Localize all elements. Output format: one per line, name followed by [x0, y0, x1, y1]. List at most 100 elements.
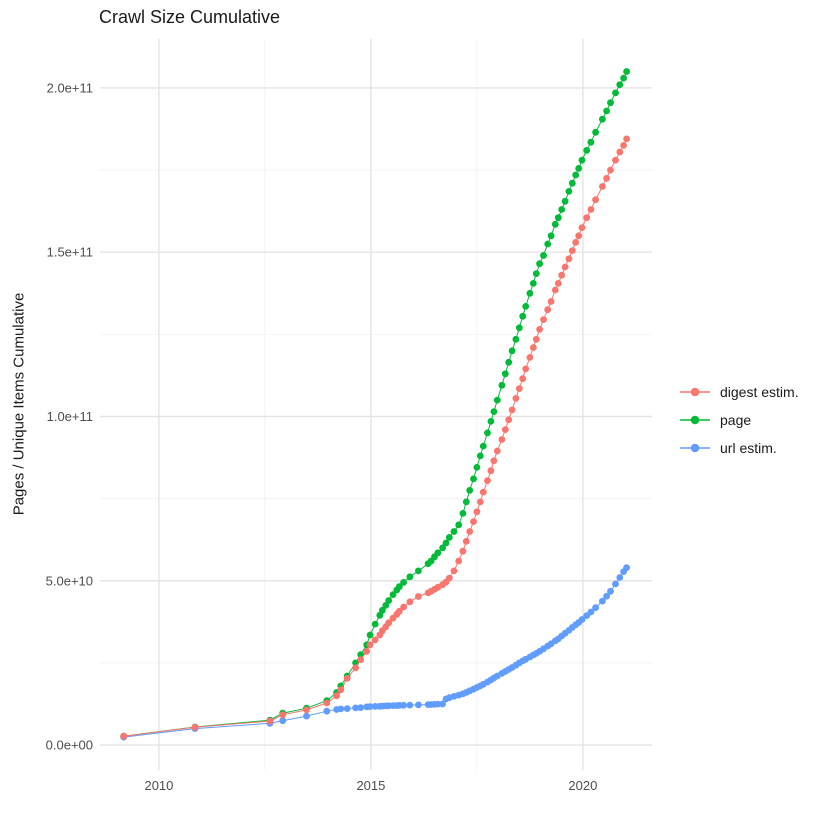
data-point-digest-estim-	[544, 306, 552, 314]
data-point-page	[455, 521, 463, 529]
legend-label-url: url estim.	[720, 440, 777, 456]
data-point-digest-estim-	[484, 477, 491, 484]
data-point-page	[505, 358, 513, 366]
data-point-digest-estim-	[415, 593, 422, 600]
data-point-digest-estim-	[333, 692, 340, 700]
data-point-digest-estim-	[395, 607, 403, 615]
data-point-page	[484, 429, 491, 437]
y-tick-label: 1.5e+11	[47, 245, 93, 260]
data-point-digest-estim-	[357, 656, 365, 663]
data-point-page	[366, 631, 374, 639]
data-point-digest-estim-	[551, 286, 559, 294]
data-point-page	[558, 206, 566, 213]
data-point-digest-estim-	[120, 732, 128, 740]
legend-item-url: url estim.	[678, 434, 799, 462]
data-point-page	[522, 303, 530, 310]
data-point-digest-estim-	[508, 406, 516, 414]
data-point-page	[434, 549, 442, 557]
data-point-page	[512, 335, 520, 343]
data-point-digest-estim-	[466, 528, 474, 535]
data-point-page	[515, 324, 523, 332]
data-point-digest-estim-	[400, 603, 407, 611]
chart-title: Crawl Size Cumulative	[99, 7, 281, 27]
data-point-page	[547, 232, 555, 240]
data-point-digest-estim-	[337, 686, 345, 694]
data-point-page	[462, 498, 470, 506]
data-point-page	[376, 611, 384, 619]
data-point-digest-estim-	[603, 174, 610, 182]
data-point-digest-estim-	[561, 263, 569, 271]
data-point-page	[526, 289, 534, 297]
y-tick-label: 2.0e+11	[47, 80, 93, 95]
data-point-digest-estim-	[592, 196, 599, 204]
data-point-page	[442, 539, 450, 547]
data-point-digest-estim-	[529, 344, 537, 351]
y-tick-label: 5.0e+10	[46, 573, 93, 588]
data-point-page	[501, 370, 509, 378]
legend-label-digest: digest estim.	[720, 384, 799, 400]
data-point-url-estim-	[279, 717, 287, 725]
data-point-digest-estim-	[498, 436, 506, 443]
data-point-digest-estim-	[578, 224, 586, 232]
x-tick-label: 2010	[144, 778, 173, 793]
data-point-digest-estim-	[445, 574, 453, 582]
data-point-page	[498, 381, 506, 389]
data-point-page	[382, 602, 390, 609]
data-point-page	[565, 188, 573, 195]
data-point-page	[540, 252, 547, 259]
data-point-page	[476, 452, 484, 460]
data-point-page	[607, 99, 614, 107]
data-point-digest-estim-	[522, 365, 530, 373]
data-point-digest-estim-	[493, 447, 501, 455]
legend-item-page: page	[678, 406, 799, 434]
data-point-url-estim-	[323, 707, 331, 715]
data-point-digest-estim-	[519, 375, 527, 383]
data-point-digest-estim-	[515, 385, 523, 392]
x-tick-label: 2015	[356, 778, 385, 793]
data-point-digest-estim-	[532, 335, 540, 343]
data-point-page	[439, 544, 446, 552]
data-point-page	[536, 260, 543, 268]
data-point-digest-estim-	[323, 699, 331, 707]
data-point-digest-estim-	[343, 674, 351, 682]
legend-key-url	[680, 443, 710, 453]
data-point-page	[508, 347, 516, 355]
data-point-digest-estim-	[572, 239, 580, 246]
data-point-url-estim-	[607, 587, 614, 595]
data-point-page	[532, 270, 540, 277]
data-point-page	[487, 418, 495, 425]
legend-key-point	[690, 443, 700, 453]
data-point-digest-estim-	[568, 247, 576, 255]
legend-key-page	[680, 415, 710, 425]
data-point-page	[578, 156, 586, 164]
data-point-url-estim-	[439, 700, 446, 708]
data-point-digest-estim-	[536, 326, 543, 333]
data-point-page	[371, 620, 379, 628]
data-point-digest-estim-	[512, 395, 520, 402]
data-point-url-estim-	[337, 705, 345, 713]
data-point-page	[450, 528, 458, 535]
data-point-digest-estim-	[490, 457, 498, 465]
data-point-digest-estim-	[450, 567, 458, 575]
y-axis-title: Pages / Unique Items Cumulative	[10, 292, 28, 516]
data-point-page	[575, 165, 583, 172]
legend-key-point	[690, 415, 700, 425]
data-point-digest-estim-	[547, 298, 555, 305]
data-point-url-estim-	[616, 574, 624, 581]
data-point-digest-estim-	[352, 664, 359, 672]
data-point-page	[519, 312, 527, 320]
data-point-page	[479, 442, 487, 450]
data-point-digest-estim-	[501, 426, 509, 433]
data-point-url-estim-	[434, 700, 442, 708]
data-point-digest-estim-	[462, 537, 470, 545]
data-point-digest-estim-	[487, 467, 495, 475]
data-point-digest-estim-	[455, 557, 463, 565]
data-point-page	[357, 651, 365, 659]
data-point-digest-estim-	[505, 416, 513, 424]
data-point-page	[554, 214, 562, 222]
data-point-url-estim-	[587, 608, 595, 616]
y-tick-label: 1.0e+11	[47, 409, 93, 424]
data-point-page	[473, 464, 481, 471]
data-point-page	[459, 510, 467, 517]
